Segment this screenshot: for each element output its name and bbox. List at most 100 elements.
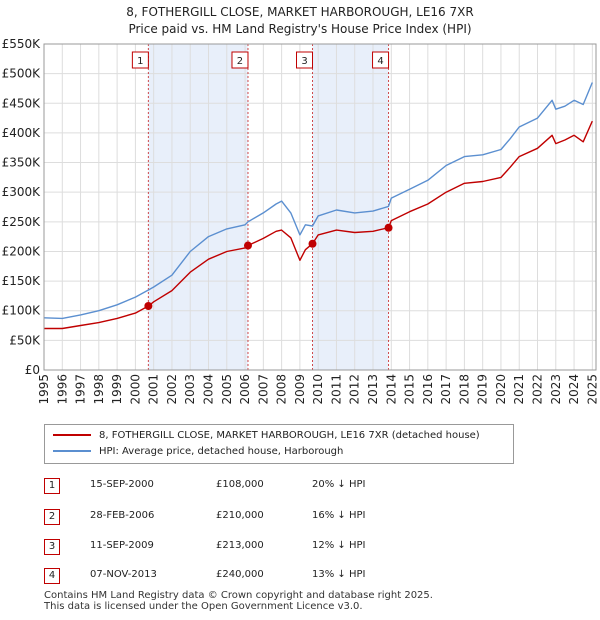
legend-blue-label: HPI: Average price, detached house, Harb… xyxy=(99,446,344,457)
legend-item-hpi: HPI: Average price, detached house, Harb… xyxy=(53,444,343,460)
x-tick-label: 2017 xyxy=(439,374,453,405)
y-tick-label: £550K xyxy=(2,37,42,51)
sale-price: £210,000 xyxy=(216,510,264,521)
x-tick-label: 2009 xyxy=(293,374,307,405)
shaded-range xyxy=(312,44,389,370)
legend-red-label: 8, FOTHERGILL CLOSE, MARKET HARBOROUGH, … xyxy=(99,430,480,441)
x-tick-label: 2007 xyxy=(256,374,270,405)
title-line-1: 8, FOTHERGILL CLOSE, MARKET HARBOROUGH, … xyxy=(126,5,474,19)
x-tick-label: 2014 xyxy=(384,374,398,405)
y-tick-label: £250K xyxy=(2,215,42,229)
footer-line-2: This data is licensed under the Open Gov… xyxy=(44,601,363,612)
shaded-range xyxy=(148,44,248,370)
y-tick-label: £50K xyxy=(9,333,41,347)
sale-number: 4 xyxy=(44,568,60,584)
sale-date: 07-NOV-2013 xyxy=(90,569,157,580)
sale-point xyxy=(384,223,393,232)
x-tick-label: 2003 xyxy=(183,374,197,405)
y-tick-label: £200K xyxy=(2,244,42,258)
sale-date: 15-SEP-2000 xyxy=(90,479,154,490)
legend-blue-line xyxy=(53,450,91,452)
y-tick-label: £400K xyxy=(2,126,42,140)
x-tick-label: 1995 xyxy=(37,374,51,405)
sale-row: 4 07-NOV-2013 £240,000 13% ↓ HPI xyxy=(44,568,424,584)
series-lines xyxy=(43,82,593,330)
sale-number: 3 xyxy=(44,539,60,555)
sale-point xyxy=(144,301,153,310)
x-tick-label: 2013 xyxy=(366,374,380,405)
x-tick-label: 2006 xyxy=(238,374,252,405)
x-tick-label: 2011 xyxy=(329,374,343,405)
legend: 8, FOTHERGILL CLOSE, MARKET HARBOROUGH, … xyxy=(44,424,514,464)
x-tick-label: 2016 xyxy=(421,374,435,405)
legend-item-property: 8, FOTHERGILL CLOSE, MARKET HARBOROUGH, … xyxy=(53,428,480,444)
x-tick-label: 2012 xyxy=(348,374,362,405)
x-tick-label: 1996 xyxy=(55,374,69,405)
x-tick-label: 2015 xyxy=(403,374,417,405)
chart-title: 8, FOTHERGILL CLOSE, MARKET HARBOROUGH, … xyxy=(0,4,600,38)
y-tick-labels: £0 £50K £100K £150K £200K £250K £300K £350K £400… xyxy=(2,37,42,377)
sale-row: 2 28-FEB-2006 £210,000 16% ↓ HPI xyxy=(44,509,424,525)
x-tick-label: 1997 xyxy=(74,374,88,405)
x-tick-label: 2019 xyxy=(476,374,490,405)
x-tick-label: 2021 xyxy=(512,374,526,405)
sale-marker-label: 2 xyxy=(237,56,243,67)
sale-date: 28-FEB-2006 xyxy=(90,510,155,521)
y-tick-label: £100K xyxy=(2,304,42,318)
price-chart: £0 £50K £100K £150K £200K £250K £300K £350K £400… xyxy=(2,37,600,405)
sale-marker-box xyxy=(372,51,390,69)
x-tick-label: 2018 xyxy=(457,374,471,405)
sale-marker-label: 3 xyxy=(301,56,307,67)
x-tick-labels: 1995 1996 1997 1998 1999 2000 2001 2002 2003 2004… xyxy=(37,374,599,405)
y-tick-label: £350K xyxy=(2,156,42,170)
y-tick-label: £300K xyxy=(2,185,42,199)
sale-hpi-diff: 13% ↓ HPI xyxy=(312,569,366,580)
sale-marker-box xyxy=(131,51,149,69)
sale-price: £213,000 xyxy=(216,540,264,551)
y-tick-label: £0 xyxy=(25,363,40,377)
footer-line-1: Contains HM Land Registry data © Crown c… xyxy=(44,590,433,601)
x-tick-label: 2002 xyxy=(165,374,179,405)
title-line-2: Price paid vs. HM Land Registry's House … xyxy=(128,22,472,36)
sale-marker-box xyxy=(231,51,249,69)
sale-points xyxy=(144,223,393,310)
x-tick-label: 2020 xyxy=(494,374,508,405)
x-tick-label: 2004 xyxy=(202,374,216,405)
x-tick-label: 2022 xyxy=(531,374,545,405)
footer: Contains HM Land Registry data © Crown c… xyxy=(44,590,433,612)
sale-date: 11-SEP-2009 xyxy=(90,540,154,551)
sale-price: £240,000 xyxy=(216,569,264,580)
sale-number: 2 xyxy=(44,509,60,525)
series-line xyxy=(44,120,593,330)
x-tick-label: 1999 xyxy=(110,374,124,405)
x-tick-label: 2005 xyxy=(220,374,234,405)
x-tick-label: 2008 xyxy=(275,374,289,405)
sale-markers: 1 2 3 4 xyxy=(131,51,390,69)
sale-marker-label: 1 xyxy=(137,56,143,67)
sale-point xyxy=(243,241,252,250)
y-tick-label: £500K xyxy=(2,67,42,81)
legend-red-line xyxy=(53,434,91,436)
sale-row: 1 15-SEP-2000 £108,000 20% ↓ HPI xyxy=(44,478,424,494)
y-tick-label: £150K xyxy=(2,274,42,288)
sale-point xyxy=(308,239,317,248)
x-tick-label: 2010 xyxy=(311,374,325,405)
sale-row: 3 11-SEP-2009 £213,000 12% ↓ HPI xyxy=(44,539,424,555)
sale-hpi-diff: 16% ↓ HPI xyxy=(312,510,366,521)
x-tick-label: 2024 xyxy=(567,374,581,405)
y-tick-label: £450K xyxy=(2,96,42,110)
x-tick-label: 1998 xyxy=(92,374,106,405)
plot-frame xyxy=(43,43,597,371)
sale-hpi-diff: 20% ↓ HPI xyxy=(312,479,366,490)
sale-marker-label: 4 xyxy=(377,56,383,67)
sale-marker-box xyxy=(296,51,314,69)
grid-lines xyxy=(43,43,596,371)
sale-price: £108,000 xyxy=(216,479,264,490)
x-tick-label: 2025 xyxy=(585,374,599,405)
shaded-ranges xyxy=(148,44,389,370)
series-line xyxy=(43,82,593,320)
sale-hpi-diff: 12% ↓ HPI xyxy=(312,540,366,551)
x-tick-label: 2023 xyxy=(549,374,563,405)
sale-number: 1 xyxy=(44,478,60,494)
x-tick-label: 2000 xyxy=(128,374,142,405)
